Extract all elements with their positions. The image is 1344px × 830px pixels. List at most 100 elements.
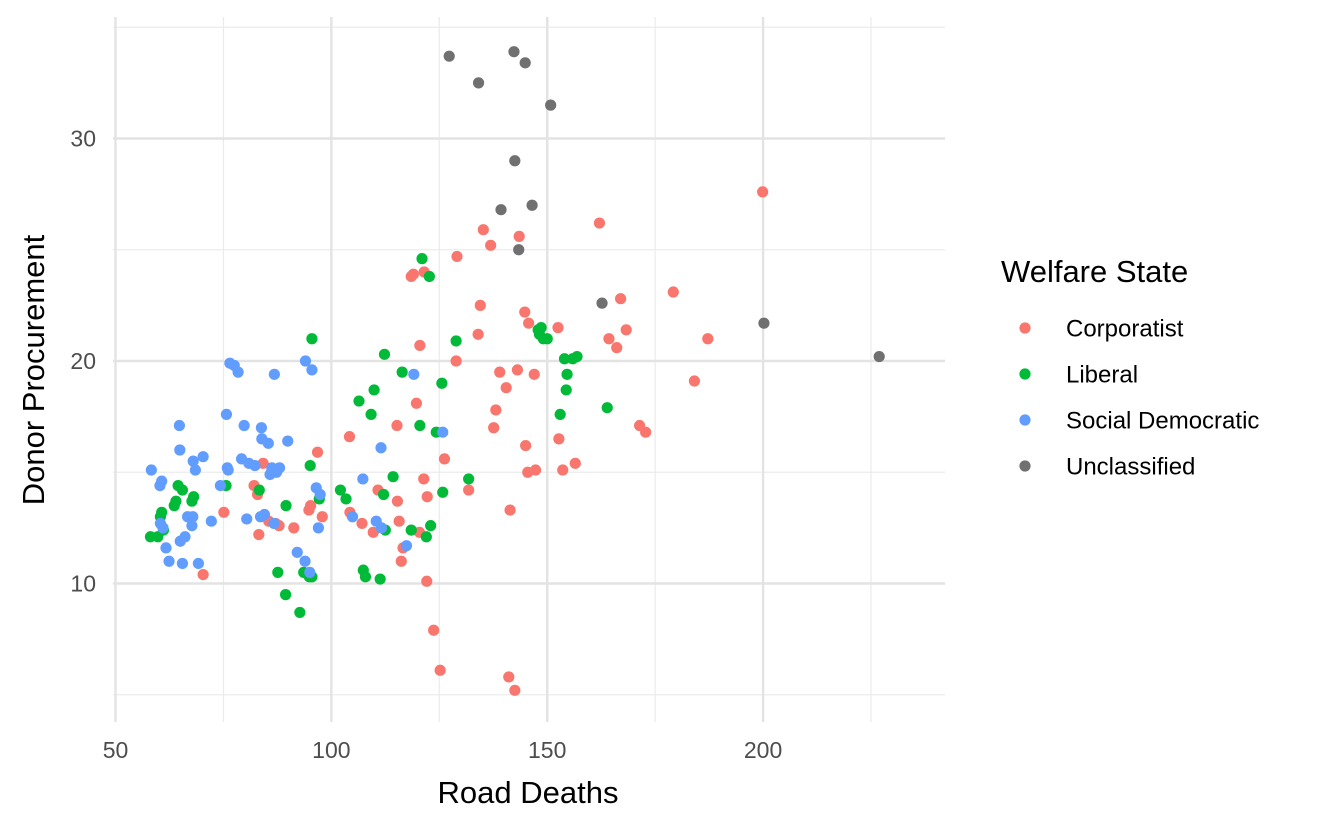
point-liberal [554,408,566,420]
point-corporatist [569,457,581,469]
point-corporatist [418,473,430,485]
point-liberal [423,270,435,283]
point-social-democratic [357,473,369,485]
point-corporatist [513,230,525,242]
point-social-democratic [179,531,191,543]
y-axis-ticks: 10 20 30 [70,126,96,597]
point-corporatist [474,299,486,311]
point-liberal [560,384,572,396]
point-social-democratic [222,464,234,476]
point-corporatist [393,515,405,527]
point-corporatist [519,306,531,318]
point-social-democratic [241,513,253,525]
point-corporatist [391,419,403,432]
point-social-democratic [312,522,325,534]
point-corporatist [688,375,701,387]
point-corporatist [367,526,379,538]
point-unclassified [513,244,525,256]
x-axis-ticks: 50 100 150 200 [103,737,783,763]
point-corporatist [485,239,497,251]
x-tick-label: 150 [528,737,566,763]
point-liberal [359,571,372,583]
point-corporatist [305,500,317,512]
point-social-democratic [375,442,387,454]
point-liberal [353,395,365,407]
point-corporatist [391,495,404,507]
legend-label-corporatist: Corporatist [1066,316,1184,343]
point-corporatist [552,322,564,334]
point-corporatist [528,368,540,380]
point-social-democratic [306,364,318,376]
point-social-democratic [304,566,316,578]
point-social-democratic [255,422,268,434]
point-corporatist [311,446,324,458]
point-social-democratic [173,419,185,432]
point-social-democratic [400,540,413,552]
point-liberal [378,348,391,360]
point-corporatist [434,664,446,676]
point-liberal [414,419,426,432]
point-liberal [272,566,284,578]
point-liberal [170,495,182,507]
point-liberal [396,366,408,378]
point-corporatist [253,528,265,541]
point-liberal [436,377,448,389]
point-social-democratic [314,488,326,501]
point-corporatist [593,217,606,229]
legend-label-unclassified: Unclassified [1066,454,1195,481]
point-liberal [387,471,399,483]
point-corporatist [450,355,462,367]
data-points [144,46,885,696]
point-corporatist [529,464,542,476]
point-corporatist [316,511,328,523]
point-corporatist [503,671,515,683]
point-social-democratic [346,511,359,523]
point-liberal [425,520,437,532]
point-corporatist [428,624,440,636]
point-social-democratic [291,546,303,558]
point-corporatist [197,569,209,581]
point-liberal [176,484,189,496]
point-corporatist [520,439,532,452]
point-corporatist [494,366,506,378]
point-liberal [450,335,462,347]
legend-label-social-democratic: Social Democratic [1066,408,1259,435]
legend-key-unclassified [1019,460,1031,472]
point-corporatist [500,382,512,394]
x-tick-label: 200 [744,737,782,763]
point-social-democratic [408,368,420,380]
point-corporatist [472,328,484,340]
point-corporatist [611,342,623,354]
point-social-democratic [299,355,312,367]
point-social-democratic [160,542,172,554]
point-social-democratic [282,435,294,447]
point-liberal [416,253,428,265]
legend-label-liberal: Liberal [1066,362,1138,389]
point-liberal [535,322,547,334]
point-social-democratic [268,517,280,530]
point-corporatist [438,453,451,465]
point-social-democratic [273,462,286,474]
point-social-democratic [437,426,449,438]
point-social-democratic [187,511,199,523]
point-corporatist [421,491,433,503]
legend-key-social-democratic [1019,414,1031,426]
x-axis-title: Road Deaths [438,775,619,810]
point-unclassified [596,297,608,309]
point-corporatist [702,333,714,345]
point-corporatist [451,250,463,263]
point-corporatist [343,431,356,443]
point-liberal [437,486,449,498]
point-corporatist [620,324,632,336]
point-liberal [420,531,432,543]
point-social-democratic [268,368,280,380]
point-corporatist [288,522,300,534]
point-corporatist [463,484,475,496]
point-corporatist [640,426,652,438]
point-liberal [374,573,386,585]
point-corporatist [414,339,426,352]
point-social-democratic [375,522,388,534]
point-corporatist [488,422,500,434]
point-corporatist [667,286,679,298]
